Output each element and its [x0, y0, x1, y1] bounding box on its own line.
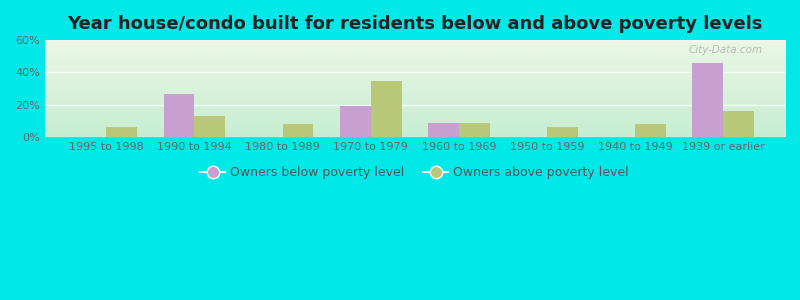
Text: City-Data.com: City-Data.com — [689, 45, 762, 55]
Bar — [723, 111, 754, 137]
Bar — [693, 63, 723, 137]
Legend: Owners below poverty level, Owners above poverty level: Owners below poverty level, Owners above… — [195, 161, 634, 184]
Bar — [340, 106, 370, 137]
Bar — [635, 124, 666, 137]
Bar — [106, 128, 137, 137]
Bar — [428, 123, 459, 137]
Bar — [459, 123, 490, 137]
Bar — [370, 81, 402, 137]
Bar — [164, 94, 194, 137]
Title: Year house/condo built for residents below and above poverty levels: Year house/condo built for residents bel… — [67, 15, 762, 33]
Bar — [547, 128, 578, 137]
Bar — [194, 116, 226, 137]
Bar — [282, 124, 314, 137]
